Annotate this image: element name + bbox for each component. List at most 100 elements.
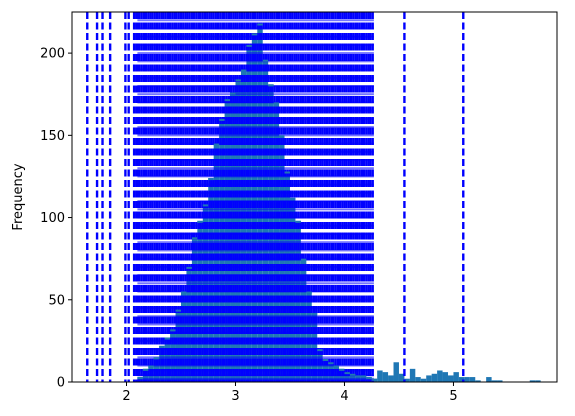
dash-band <box>137 315 374 318</box>
histogram-bar <box>235 79 241 382</box>
histogram-bar-top <box>208 178 214 181</box>
dash-band <box>137 60 374 63</box>
dash-band <box>137 274 374 277</box>
histogram-bar-top <box>224 99 231 102</box>
dash-band <box>137 323 374 326</box>
y-tick-label: 100 <box>40 211 65 226</box>
histogram-bar <box>535 380 541 382</box>
histogram-bar-top <box>311 312 318 315</box>
y-tick-label: 50 <box>48 293 65 308</box>
histogram-bar-top <box>240 69 247 72</box>
histogram-bar-top <box>333 365 340 368</box>
histogram-bar-top <box>355 375 361 378</box>
plot-frame <box>71 11 558 383</box>
x-axis: 2 3 4 5 <box>122 382 458 404</box>
dash-band <box>137 117 374 120</box>
histogram-bar-top <box>175 309 181 312</box>
histogram-bar-top <box>197 220 203 223</box>
dash-band <box>137 374 374 377</box>
x-tick-label: 3 <box>231 389 239 404</box>
dash-band <box>137 159 374 161</box>
histogram-bar-top <box>202 204 209 207</box>
dash-band <box>137 126 374 129</box>
histogram-bar-top <box>213 143 220 146</box>
histogram-bar <box>175 309 181 382</box>
dash-band <box>137 216 374 219</box>
histogram-bar-top <box>251 33 258 36</box>
histogram-bar <box>388 375 394 382</box>
dash-band <box>137 52 374 55</box>
histogram-bar <box>224 99 231 382</box>
histogram-bar-top <box>344 372 350 375</box>
dash-band <box>137 93 374 96</box>
dash-band <box>137 200 374 203</box>
dash-band <box>137 265 374 268</box>
histogram-bar-top <box>273 102 280 105</box>
histogram-bar <box>442 372 449 382</box>
dash-band <box>137 377 374 380</box>
histogram-bar <box>409 368 416 382</box>
histogram-bar <box>453 372 459 382</box>
dash-band <box>137 348 374 351</box>
histogram-bar <box>202 204 209 382</box>
histogram-bar-top <box>349 373 356 376</box>
histogram-bar-top <box>153 357 160 360</box>
histogram-bar-top <box>295 220 301 223</box>
histogram-bar-top <box>322 358 329 361</box>
histogram-bar-top <box>164 337 171 340</box>
dash-band <box>137 233 374 235</box>
histogram-bar <box>415 377 421 382</box>
histogram-bar-top <box>219 118 225 121</box>
dash-band <box>137 224 374 227</box>
histogram-bar <box>475 380 481 382</box>
histogram-bar-top <box>246 44 252 47</box>
y-tick-label: 200 <box>40 47 65 62</box>
histogram-bar <box>306 291 312 382</box>
dash-band <box>137 175 374 178</box>
histogram-bar-top <box>366 377 372 380</box>
y-axis: 0 50 100 150 200 <box>40 47 72 391</box>
histogram-bar-top <box>159 345 165 348</box>
x-tick-label: 4 <box>340 389 348 404</box>
histogram-bar-top <box>186 266 192 269</box>
histogram-bar <box>431 373 438 382</box>
dash-band <box>137 109 374 112</box>
histogram-bar <box>382 372 389 382</box>
dash-band <box>137 331 374 334</box>
dash-band <box>137 257 374 260</box>
histogram-bar-top <box>268 84 274 87</box>
y-tick-label: 150 <box>40 129 65 144</box>
dash-band <box>137 134 374 137</box>
histogram-bar-top <box>191 237 198 240</box>
dash-band <box>137 369 374 372</box>
dash-band <box>137 191 374 194</box>
dash-band <box>137 339 374 342</box>
histogram-bar <box>448 375 454 382</box>
dash-band <box>137 150 374 153</box>
histogram-bar <box>393 362 399 382</box>
histogram-bar <box>311 312 318 382</box>
histogram-bar <box>469 377 476 382</box>
dash-band <box>137 167 374 170</box>
histogram-bar <box>262 59 269 382</box>
histogram-bar <box>213 143 220 382</box>
histogram-bar <box>344 372 350 382</box>
dash-band <box>137 43 374 46</box>
histogram-bar <box>497 380 503 382</box>
histogram-bar <box>529 380 536 382</box>
dash-band <box>137 307 374 309</box>
histogram-bar-top <box>180 291 187 294</box>
x-tick-label: 2 <box>122 389 130 404</box>
x-tick-label: 5 <box>449 389 457 404</box>
dash-band <box>137 183 374 186</box>
histogram-bar-top <box>328 362 334 365</box>
histogram-bar-top <box>279 135 285 138</box>
dash-band <box>137 19 374 22</box>
histogram-bar <box>486 377 492 382</box>
histogram-bar-top <box>262 59 269 62</box>
dash-band <box>137 208 374 211</box>
dash-band <box>137 85 374 87</box>
plot-area <box>86 12 541 382</box>
histogram-bar-top <box>137 377 143 380</box>
